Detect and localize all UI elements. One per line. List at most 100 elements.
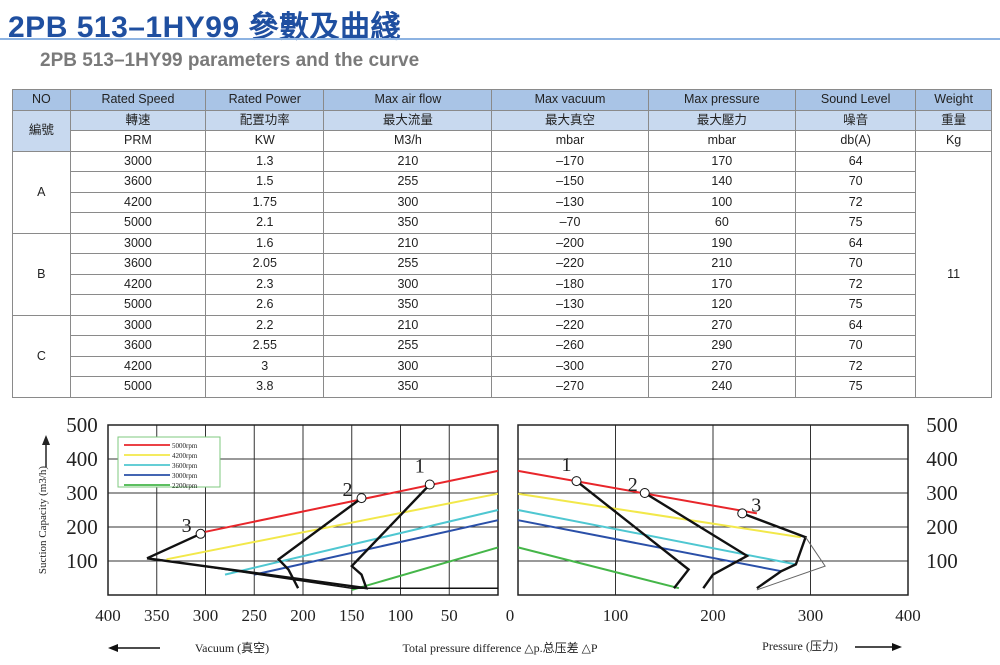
header-cell: Rated Speed — [69, 89, 207, 111]
limit-point-marker — [356, 493, 367, 504]
table-cell: 190 — [647, 232, 797, 254]
table-row: 4200 1.75 300 –130 100 72 — [13, 191, 992, 213]
table-cell: –150 — [491, 171, 649, 193]
unit-cell: mbar — [491, 130, 649, 152]
pressure-limit-curve — [644, 491, 750, 589]
table-row: A 3000 1.3 210 –170 170 64 11 — [12, 150, 992, 398]
table-cell: 60 — [647, 212, 797, 234]
table-cell: 72 — [795, 191, 917, 213]
table-row: 5000 2.6 350 –130 120 75 — [13, 294, 992, 316]
x-tick-label-pressure: 100 — [603, 606, 629, 625]
legend-label: 4200rpm — [172, 452, 198, 460]
pressure-series-line — [517, 546, 680, 590]
table-cell: 3.8 — [205, 376, 325, 398]
pressure-arrow-head — [892, 643, 902, 651]
pressure-caption: Pressure (压力) — [762, 639, 838, 653]
header-cell: Sound Level — [795, 89, 917, 111]
table-cell: 350 — [323, 376, 493, 398]
x-tick-label-vacuum: 100 — [388, 606, 414, 625]
table-cell: 210 — [647, 253, 797, 275]
x-tick-label-vacuum: 200 — [290, 606, 316, 625]
vacuum-series-line — [254, 519, 499, 576]
table-cell: –130 — [491, 294, 649, 316]
x-tick-label-pressure: 200 — [700, 606, 726, 625]
table-row: 3600 2.55 255 –260 290 70 — [13, 335, 992, 357]
x-tick-label-vacuum: 400 — [95, 606, 121, 625]
table-cell: –260 — [491, 335, 649, 357]
y-tick-label-left: 300 — [66, 481, 98, 505]
table-cell: 64 — [795, 314, 917, 336]
table-cell: 72 — [795, 273, 917, 295]
table-cell: 255 — [323, 335, 493, 357]
limit-point-marker — [571, 476, 582, 487]
table-cell: –270 — [491, 376, 649, 398]
unit-cell: db(A) — [795, 130, 917, 152]
y-tick-label-left: 100 — [66, 549, 98, 573]
pressure-limit-curve — [575, 480, 691, 589]
table-cell: –220 — [491, 253, 649, 275]
table-row: 4200 3 300 –300 270 72 — [13, 355, 992, 377]
vacuum-caption: Vacuum (真空) — [195, 641, 269, 655]
table-cell: –300 — [491, 355, 649, 377]
vacuum-series-line — [224, 509, 499, 576]
table-cell: 100 — [647, 191, 797, 213]
y-tick-label-left: 500 — [66, 413, 98, 437]
legend-label: 3600rpm — [172, 462, 198, 470]
table-row: 3600 2.05 255 –220 210 70 — [13, 253, 992, 275]
table-cell: 1.5 — [205, 171, 325, 193]
header-cell: Weight — [915, 89, 992, 111]
table-cell: 300 — [323, 191, 493, 213]
table-cell: 1.3 — [205, 150, 325, 172]
y-axis-arrow-head — [42, 435, 50, 445]
x-tick-label-vacuum: 300 — [193, 606, 219, 625]
table-cell: 4200 — [69, 273, 207, 295]
table-cell: –220 — [491, 314, 649, 336]
table-cell: 72 — [795, 355, 917, 377]
pressure-series-line — [517, 469, 758, 515]
limit-point-label: 3 — [751, 494, 761, 516]
table-cell: 240 — [647, 376, 797, 398]
x-tick-label-pressure: 400 — [895, 606, 921, 625]
header-row-zh: 編號 轉速 配置功率 最大流量 最大真空 最大壓力 噪音 重量 — [12, 109, 992, 152]
table-cell: 300 — [323, 273, 493, 295]
table-cell: –180 — [491, 273, 649, 295]
header-cell-zh: 重量 — [915, 109, 992, 131]
y-tick-label-right: 300 — [926, 481, 958, 505]
table-cell: 2.2 — [205, 314, 325, 336]
title-rule — [0, 38, 1000, 40]
table-cell: 2.05 — [205, 253, 325, 275]
table-cell: 2.1 — [205, 212, 325, 234]
table-cell: –200 — [491, 232, 649, 254]
limit-point-marker — [424, 479, 435, 490]
vacuum-limit-curve — [146, 532, 202, 560]
header-cell-zh: 最大真空 — [491, 109, 649, 131]
table-row: 5000 3.8 350 –270 240 75 — [13, 376, 992, 398]
table-cell: 270 — [647, 355, 797, 377]
table-cell: 210 — [323, 150, 493, 172]
header-cell-zh: 噪音 — [795, 109, 917, 131]
spec-table: NO Rated Speed Rated Power Max air flow Max … — [12, 89, 992, 398]
pressure-end-edge — [756, 536, 826, 591]
header-row-en: NO Rated Speed Rated Power Max air flow Max … — [12, 89, 992, 111]
table-cell: 170 — [647, 273, 797, 295]
table-cell: 1.75 — [205, 191, 325, 213]
page-subtitle: 2PB 513–1HY99 parameters and the curve — [40, 50, 420, 71]
table-cell: 255 — [323, 253, 493, 275]
header-cell-zh: 編號 — [12, 109, 71, 152]
pressure-limit-curve — [741, 512, 808, 590]
table-cell: 3000 — [69, 150, 207, 172]
table-cell: 2.3 — [205, 273, 325, 295]
x-tick-label-vacuum: 250 — [242, 606, 268, 625]
table-cell: 3000 — [69, 314, 207, 336]
group-label: A — [12, 150, 71, 234]
table-cell: 75 — [795, 376, 917, 398]
header-cell-zh: 最大壓力 — [647, 109, 797, 131]
header-cell: Max air flow — [323, 89, 493, 111]
x-tick-label-vacuum: 150 — [339, 606, 365, 625]
table-cell: 170 — [647, 150, 797, 172]
table-cell: 300 — [323, 355, 493, 377]
limit-point-label: 2 — [343, 479, 353, 501]
table-cell: 1.6 — [205, 232, 325, 254]
table-cell: 350 — [323, 212, 493, 234]
